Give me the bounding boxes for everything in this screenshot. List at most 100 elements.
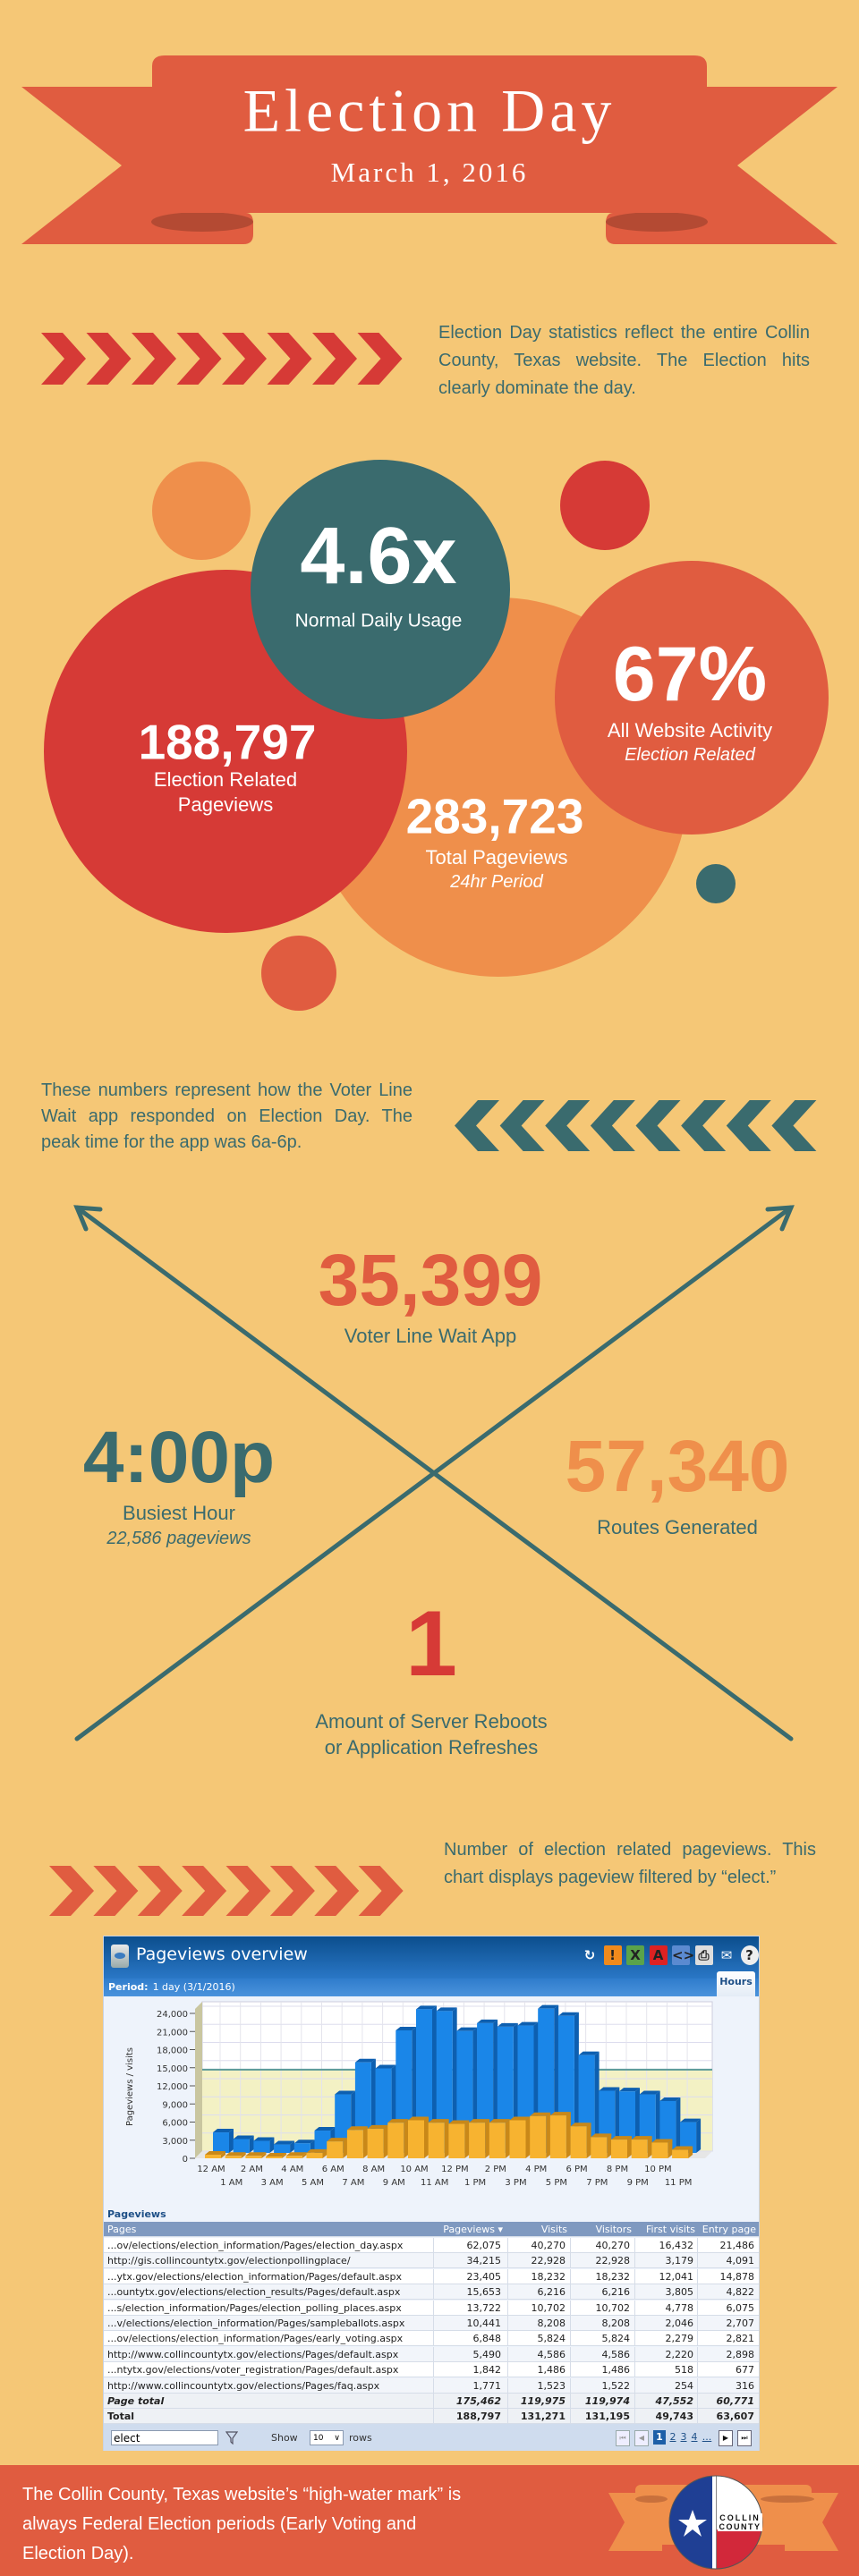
table-cell: 2,821 <box>697 2331 756 2347</box>
table-row[interactable]: ...v/elections/election_information/Page… <box>104 2316 759 2331</box>
bar-visits <box>306 2152 323 2158</box>
column-header[interactable]: Visitors <box>595 2224 632 2235</box>
intro-text: Election Day statistics reflect the enti… <box>438 323 810 398</box>
bar-pageviews-top <box>619 2088 640 2092</box>
page-link[interactable]: ... <box>702 2431 712 2443</box>
bar-visits-side <box>627 2136 632 2158</box>
table-cell: 12,041 <box>634 2268 695 2284</box>
bar-visits <box>591 2137 608 2158</box>
table-row[interactable]: ...ov/elections/election_information/Pag… <box>104 2331 759 2347</box>
bar-pageviews-top <box>578 2051 600 2055</box>
table-row[interactable]: http://www.collincountytx.gov/elections/… <box>104 2346 759 2362</box>
refresh-icon[interactable]: ↻ <box>583 1947 596 1963</box>
x-tick-label: 3 AM <box>261 2178 284 2188</box>
table-cell: 10,702 <box>507 2300 567 2316</box>
rows-per-page-select[interactable]: 10 ∨ <box>310 2430 344 2445</box>
page-link[interactable]: 1 <box>653 2430 666 2445</box>
table-cell: 8,208 <box>570 2316 632 2331</box>
filter-input[interactable]: elect <box>111 2430 218 2445</box>
bar-pageviews <box>213 2132 229 2153</box>
bar-pageviews-top <box>517 2021 539 2026</box>
first-page-icon[interactable]: ⏮ <box>616 2430 630 2446</box>
bar-pageviews-side <box>655 2090 660 2153</box>
bar-pageviews <box>314 2131 331 2153</box>
bar-visits-top <box>631 2136 652 2140</box>
activity-value: 67% <box>612 631 768 717</box>
bar-visits-side <box>647 2136 652 2158</box>
table-cell: 6,216 <box>507 2284 567 2301</box>
period-label: Period: <box>108 1981 149 1993</box>
table-cell: 21,486 <box>697 2238 756 2253</box>
prev-page-icon[interactable]: ◀ <box>634 2430 649 2446</box>
bar-pageviews-side <box>249 2135 254 2153</box>
table-row[interactable]: http://www.collincountytx.gov/elections/… <box>104 2377 759 2394</box>
bar-pageviews-side <box>269 2137 275 2153</box>
table-cell: 1,486 <box>507 2362 567 2378</box>
column-header[interactable]: Entry page <box>702 2224 756 2235</box>
busiest-hour-label: Busiest Hour <box>123 1502 235 1524</box>
bar-pageviews-top <box>375 2064 396 2069</box>
pdf-export-icon[interactable]: A <box>649 1945 668 1965</box>
chevron-icon <box>357 333 403 385</box>
last-page-icon[interactable]: ⏭ <box>737 2430 752 2446</box>
decor-circle <box>696 864 736 903</box>
table-cell: 5,824 <box>570 2331 632 2347</box>
bar-visits-side <box>383 2124 388 2158</box>
chevron-icon <box>590 1100 635 1151</box>
table-cell: 3,179 <box>634 2253 695 2269</box>
excel-export-icon[interactable]: X <box>626 1945 644 1965</box>
table-cell: 1,522 <box>570 2377 632 2394</box>
table-cell: 2,898 <box>697 2346 756 2362</box>
page-link[interactable]: 4 <box>691 2431 698 2443</box>
table-row[interactable]: ...ntytx.gov/elections/voter_registratio… <box>104 2362 759 2378</box>
table-row[interactable]: ...ytx.gov/elections/election_informatio… <box>104 2268 759 2284</box>
bar-visits-top <box>672 2146 693 2150</box>
tab-hours[interactable]: Hours <box>717 1971 755 1996</box>
chevron-right-arrows-icon <box>41 333 403 385</box>
bar-pageviews-top <box>497 2022 518 2027</box>
table-row[interactable]: ...s/election_information/Pages/election… <box>104 2300 759 2316</box>
x-tick-label: 11 PM <box>665 2178 693 2188</box>
bar-visits-top <box>408 2116 429 2121</box>
y-tick-label: 15,000 <box>157 2064 188 2074</box>
column-header[interactable]: Visits <box>540 2224 567 2235</box>
filter-icon[interactable] <box>225 2431 238 2445</box>
chevron-left-arrows-icon <box>455 1100 817 1151</box>
alert-icon[interactable]: ! <box>603 1945 622 1965</box>
table-cell: 5,824 <box>507 2331 567 2347</box>
table-cell: 2,707 <box>697 2316 756 2331</box>
bar-pageviews-side <box>229 2129 234 2153</box>
bar-visits-top <box>591 2133 612 2138</box>
help-icon[interactable]: ? <box>740 1945 759 1965</box>
table-cell: 13,722 <box>433 2300 503 2316</box>
bar-visits-top <box>245 2152 267 2157</box>
table-cell: 4,822 <box>697 2284 756 2301</box>
total-pageviews-label: Total Pageviews <box>425 846 568 869</box>
xml-export-icon[interactable]: <> <box>672 1945 695 1965</box>
bar-visits-side <box>566 2112 571 2158</box>
table-cell: 10,441 <box>433 2316 503 2331</box>
bar-visits <box>346 2130 363 2158</box>
x-tick-label: 5 AM <box>302 2178 324 2188</box>
page-link[interactable]: 2 <box>669 2431 676 2443</box>
chevron-icon <box>771 1100 817 1151</box>
bar-visits <box>570 2126 587 2158</box>
print-icon[interactable]: ⎙ <box>694 1945 713 1965</box>
bar-visits-top <box>651 2139 673 2143</box>
table-row[interactable]: ...ov/elections/election_information/Pag… <box>104 2238 759 2253</box>
column-header[interactable]: First visits <box>645 2224 695 2235</box>
table-cell: 22,928 <box>507 2253 567 2269</box>
chevron-icon <box>222 333 267 385</box>
table-row[interactable]: http://gis.collincountytx.gov/electionpo… <box>104 2253 759 2269</box>
table-cell: 62,075 <box>433 2238 503 2253</box>
column-header[interactable]: Pageviews ▾ <box>443 2224 503 2235</box>
next-page-icon[interactable]: ▶ <box>719 2430 733 2446</box>
table-cell: 119,974 <box>570 2394 632 2409</box>
bar-visits-side <box>607 2133 612 2158</box>
chevron-icon <box>635 1100 681 1151</box>
email-icon[interactable]: ✉ <box>720 1947 733 1963</box>
table-row[interactable]: ...ountytx.gov/elections/election_result… <box>104 2284 759 2301</box>
column-header[interactable]: Pages <box>107 2224 137 2235</box>
page-link[interactable]: 3 <box>680 2431 687 2443</box>
chart-intro-text: Number of election related pageviews. Th… <box>444 1840 816 1887</box>
